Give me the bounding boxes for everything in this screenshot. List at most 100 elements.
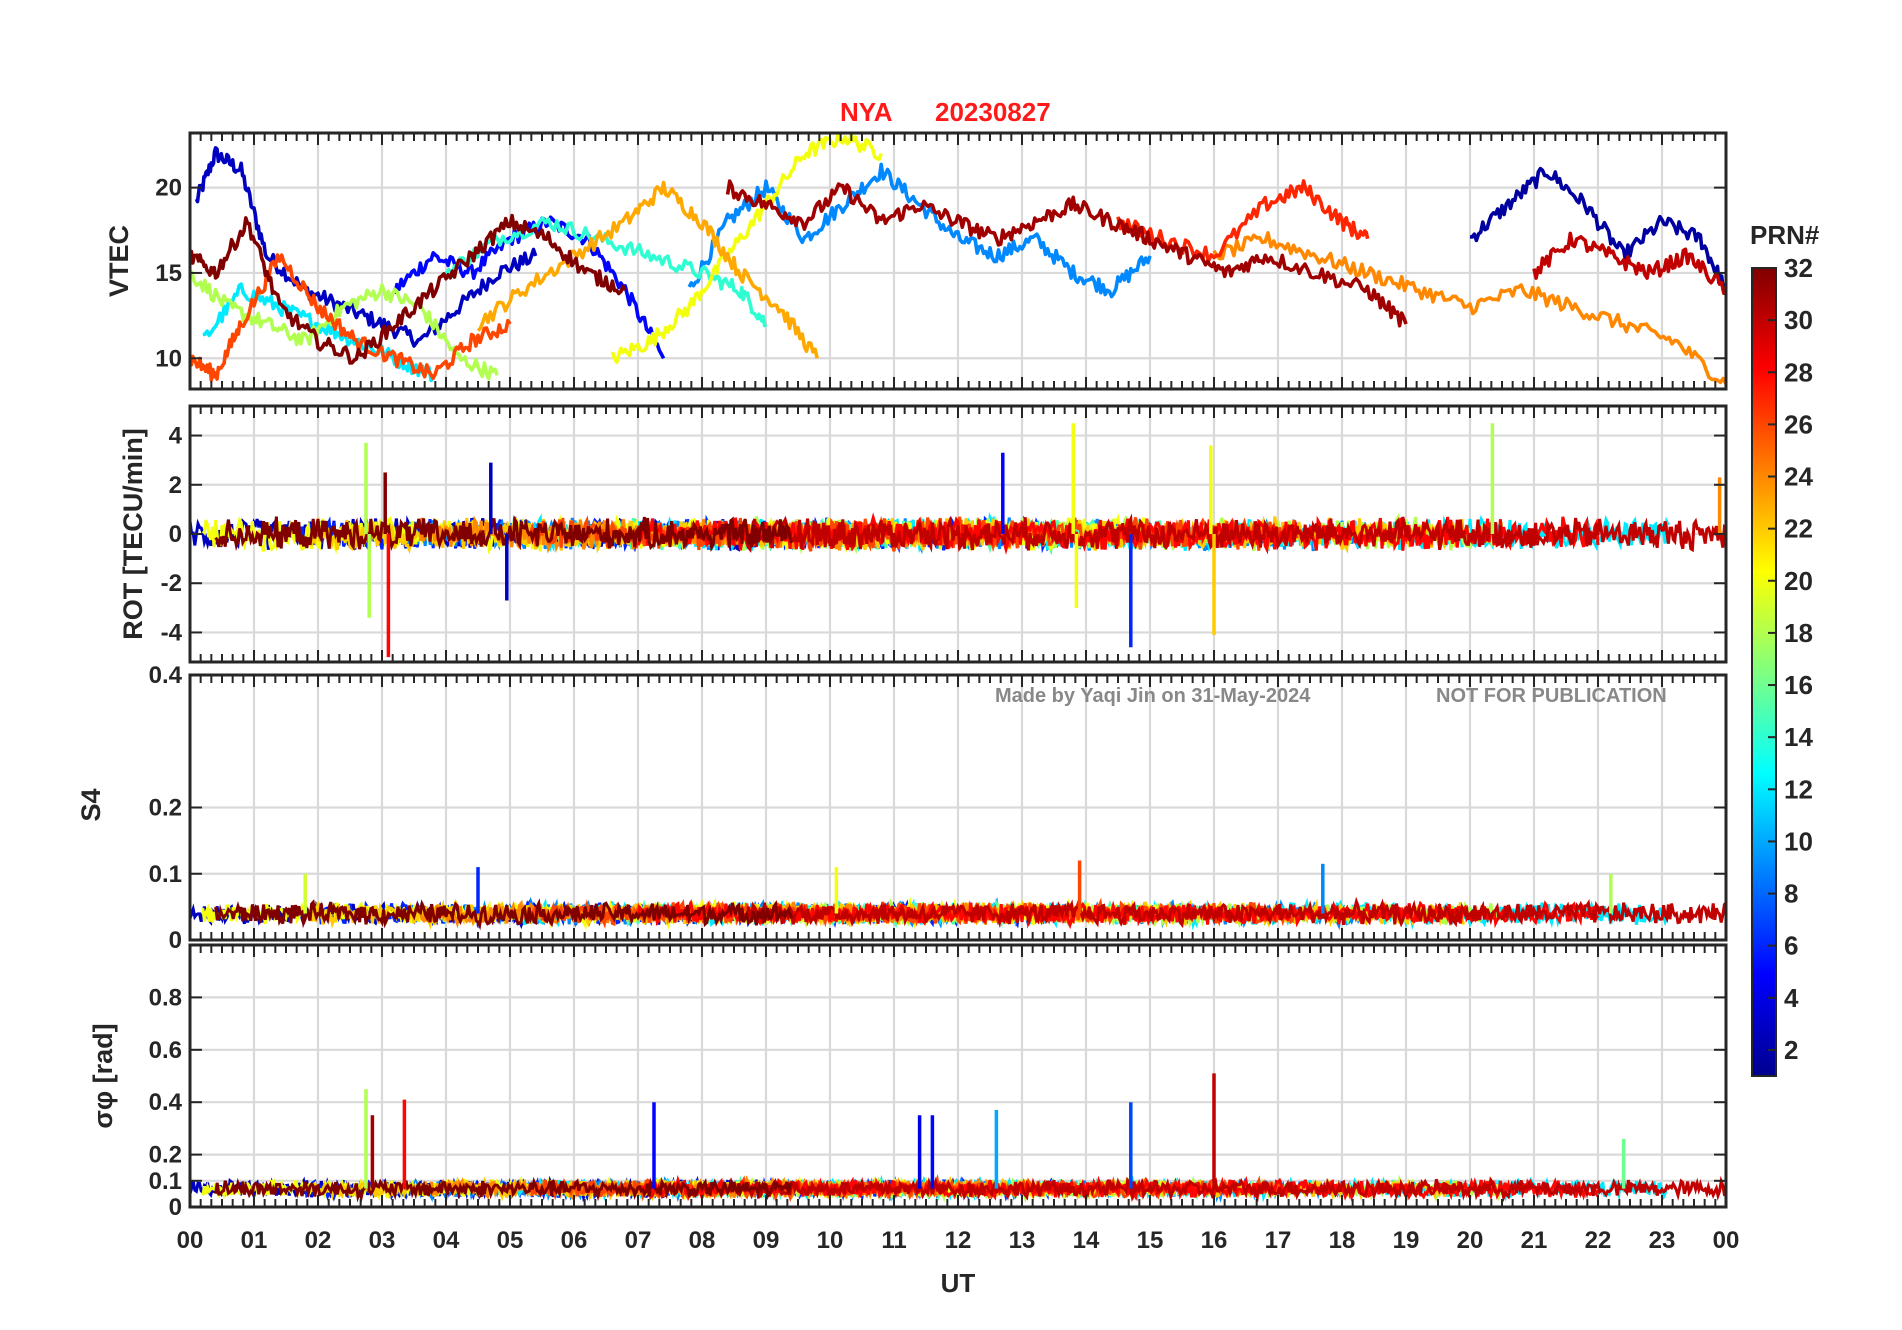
x-tick-label: 14 — [1073, 1227, 1100, 1254]
rot-minor-ticks — [189, 406, 1727, 662]
x-tick-label: 21 — [1521, 1227, 1548, 1254]
x-tick-label: 19 — [1393, 1227, 1420, 1254]
s4-series-prn-32 — [214, 898, 794, 931]
colorbar-tick-label: 14 — [1784, 722, 1813, 752]
s4-series-prn-30 — [746, 896, 1726, 929]
sigma_phi-series-prn-32 — [214, 1176, 793, 1203]
rot-y-axis-label: ROT [TECU/min] — [118, 428, 148, 639]
sigma_phi-y-tick-label: 0.2 — [149, 1142, 182, 1169]
vtec-series-prn-24 — [1212, 231, 1726, 385]
watermark-credit: Made by Yaqi Jin on 31-May-2024 — [995, 685, 1311, 707]
x-tick-label: 07 — [625, 1227, 652, 1254]
colorbar-tick-label: 4 — [1784, 983, 1799, 1013]
sigma_phi-y-axis-label: σφ [rad] — [88, 1023, 118, 1128]
colorbar-tick-label: 26 — [1784, 409, 1813, 439]
sigma-phi-panel: 00.10.2 0.4 0.6 0.8 σφ [rad] — [88, 943, 1728, 1221]
rot-y-tick-label: 4 — [169, 423, 183, 450]
x-tick-label: 05 — [497, 1227, 524, 1254]
vtec-series-prn-2 — [1469, 166, 1726, 293]
rot-y-tick-label: -2 — [161, 570, 182, 597]
x-tick-label: 12 — [945, 1227, 972, 1254]
x-tick-label: 08 — [689, 1227, 716, 1254]
vtec-y-tick-label: 15 — [155, 260, 182, 287]
sigma_phi-y-tick-label: 0.8 — [149, 984, 182, 1011]
sigma_phi-y-tick-label: 0.4 — [149, 1089, 183, 1116]
x-tick-label: 06 — [561, 1227, 588, 1254]
sigma_phi-series — [190, 1073, 1726, 1204]
x-tick-label: 10 — [817, 1227, 844, 1254]
x-tick-label: 09 — [753, 1227, 780, 1254]
vtec-grid — [188, 133, 1728, 389]
rot-y-tick-label: -4 — [161, 619, 183, 646]
x-tick-label: 11 — [881, 1227, 906, 1254]
s4-y-tick-label: 0.4 — [149, 662, 183, 689]
x-tick-label: 23 — [1649, 1227, 1676, 1254]
x-tick-labels: 00 01 02 03 04 05 06 07 08 09 10 11 12 13 14 15 16 17 18 19… — [177, 1227, 1740, 1254]
colorbar-tick-label: 6 — [1784, 931, 1798, 961]
x-tick-label: 18 — [1329, 1227, 1356, 1254]
colorbar-tick-label: 16 — [1784, 670, 1813, 700]
s4-grid — [188, 673, 1728, 942]
vtec-series-prn-20 — [610, 133, 883, 365]
rot-panel: -4 -2 0 2 4 ROT [TECU/min] — [118, 404, 1728, 664]
vtec-minor-ticks — [189, 133, 1727, 389]
x-tick-label: 00 — [1713, 1227, 1740, 1254]
vtec-series-prn-23 — [476, 180, 819, 359]
vtec-series-prn-26 — [190, 253, 512, 382]
vtec-series-prn-32 — [190, 213, 627, 365]
sigma_phi-y-tick-label: 0.1 — [149, 1168, 182, 1195]
vtec-panel: 10 15 20 VTEC — [104, 131, 1728, 391]
colorbar-tick-label: 18 — [1784, 618, 1813, 648]
sigma_phi-minor-ticks — [189, 945, 1727, 1207]
x-tick-label: 00 — [177, 1227, 204, 1254]
colorbar-tick-label: 12 — [1784, 774, 1813, 804]
chart-title-station: NYA — [840, 97, 893, 127]
colorbar-tick-label: 28 — [1784, 357, 1813, 387]
vtec-series-prn-14 — [444, 216, 768, 328]
watermark-notice: NOT FOR PUBLICATION — [1436, 685, 1667, 707]
rot-y-tick-label: 0 — [169, 521, 182, 548]
sigma_phi-grid — [188, 945, 1728, 1209]
rot-series — [190, 423, 1726, 658]
chart-title-date: 20230827 — [935, 97, 1051, 127]
s4-y-tick-label: 0.2 — [149, 795, 182, 822]
vtec-series-prn-9 — [687, 162, 1152, 299]
x-axis-label: UT — [941, 1268, 976, 1298]
x-tick-label: 02 — [305, 1227, 332, 1254]
x-tick-label: 01 — [241, 1227, 268, 1254]
rot-y-tick-label: 2 — [169, 472, 182, 499]
x-tick-label: 20 — [1457, 1227, 1484, 1254]
x-tick-label: 22 — [1585, 1227, 1612, 1254]
s4-y-axis-label: S4 — [76, 788, 106, 821]
colorbar-tick-label: 22 — [1784, 514, 1813, 544]
s4-panel: 0 0.1 0.2 0.4 S4 — [76, 662, 1728, 954]
vtec-series-prn-27 — [1116, 179, 1370, 264]
colorbar-tick-label: 24 — [1784, 462, 1813, 492]
vtec-y-tick-label: 10 — [155, 345, 182, 372]
colorbar-tick-label: 30 — [1784, 305, 1813, 335]
colorbar-tick-label: 32 — [1784, 253, 1813, 283]
colorbar-gradient — [1751, 267, 1777, 1077]
x-tick-label: 17 — [1265, 1227, 1292, 1254]
vtec-series-prn-5 — [393, 215, 666, 360]
x-tick-label: 04 — [433, 1227, 460, 1254]
s4-y-tick-label: 0.1 — [149, 861, 182, 888]
rot-series-prn-30 — [745, 513, 1726, 553]
colorbar-tick-label: 2 — [1784, 1035, 1798, 1065]
vtec-y-tick-label: 20 — [155, 175, 182, 202]
x-tick-label: 13 — [1009, 1227, 1036, 1254]
sigma_phi-y-tick-label: 0.6 — [149, 1037, 182, 1064]
s4-y-tick-label: 0 — [169, 927, 182, 954]
vtec-series-prn-18 — [190, 269, 499, 381]
vtec-series-prn-30 — [1532, 231, 1726, 296]
sigma_phi-y-tick-label: 0 — [169, 1194, 182, 1221]
vtec-series-prn-31 — [725, 179, 1408, 328]
x-tick-label: 16 — [1201, 1227, 1228, 1254]
vtec-y-axis-label: VTEC — [104, 225, 134, 297]
rot-series-prn-32 — [214, 515, 794, 553]
x-tick-label: 15 — [1137, 1227, 1164, 1254]
colorbar-tick-label: 8 — [1784, 879, 1798, 909]
vtec-series-prn-3 — [194, 146, 538, 348]
